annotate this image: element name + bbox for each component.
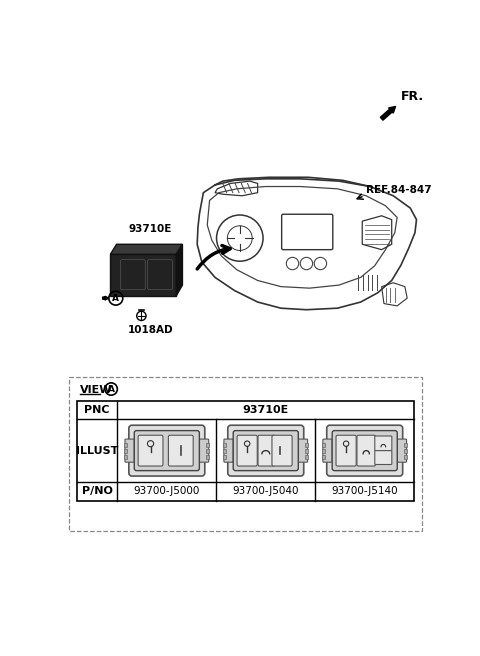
FancyBboxPatch shape bbox=[233, 430, 298, 470]
FancyBboxPatch shape bbox=[323, 439, 332, 462]
Text: A: A bbox=[108, 384, 115, 394]
Text: FR.: FR. bbox=[401, 89, 424, 102]
FancyBboxPatch shape bbox=[357, 435, 375, 466]
FancyArrow shape bbox=[103, 297, 109, 300]
Bar bbox=[223, 455, 226, 459]
Text: 93700-J5040: 93700-J5040 bbox=[232, 487, 299, 497]
FancyBboxPatch shape bbox=[224, 439, 233, 462]
FancyBboxPatch shape bbox=[397, 439, 407, 462]
FancyBboxPatch shape bbox=[336, 435, 356, 466]
Text: 93710E: 93710E bbox=[128, 224, 171, 234]
Bar bbox=[322, 443, 325, 447]
Text: A: A bbox=[112, 294, 120, 302]
FancyBboxPatch shape bbox=[327, 425, 403, 476]
Bar bbox=[223, 443, 226, 447]
Bar bbox=[206, 455, 209, 459]
Text: 93710E: 93710E bbox=[242, 405, 289, 415]
Text: P/NO: P/NO bbox=[82, 487, 113, 497]
Bar bbox=[404, 443, 408, 447]
Bar bbox=[305, 455, 308, 459]
FancyBboxPatch shape bbox=[199, 439, 209, 462]
Text: VIEW: VIEW bbox=[80, 385, 113, 395]
FancyBboxPatch shape bbox=[125, 439, 134, 462]
Bar bbox=[404, 455, 408, 459]
FancyBboxPatch shape bbox=[168, 435, 193, 466]
Bar bbox=[322, 449, 325, 453]
Bar bbox=[124, 443, 127, 447]
FancyBboxPatch shape bbox=[138, 435, 163, 466]
FancyBboxPatch shape bbox=[258, 435, 275, 466]
Bar bbox=[124, 449, 127, 453]
FancyBboxPatch shape bbox=[272, 435, 292, 466]
FancyArrow shape bbox=[380, 106, 396, 120]
Polygon shape bbox=[176, 244, 182, 296]
Polygon shape bbox=[110, 255, 176, 296]
Bar bbox=[124, 455, 127, 459]
Polygon shape bbox=[110, 244, 182, 255]
FancyBboxPatch shape bbox=[375, 436, 392, 451]
Text: 93700-J5140: 93700-J5140 bbox=[331, 487, 398, 497]
FancyBboxPatch shape bbox=[134, 430, 199, 470]
Bar bbox=[404, 449, 408, 453]
Bar bbox=[206, 443, 209, 447]
Text: 93700-J5000: 93700-J5000 bbox=[133, 487, 200, 497]
Bar bbox=[206, 449, 209, 453]
FancyBboxPatch shape bbox=[332, 430, 397, 470]
FancyBboxPatch shape bbox=[129, 425, 205, 476]
Bar bbox=[322, 455, 325, 459]
Bar bbox=[69, 377, 422, 531]
Text: ILLUST: ILLUST bbox=[76, 445, 119, 456]
FancyBboxPatch shape bbox=[237, 435, 257, 466]
Bar bbox=[223, 449, 226, 453]
Text: PNC: PNC bbox=[84, 405, 110, 415]
Text: REF.84-847: REF.84-847 bbox=[366, 186, 432, 195]
Bar bbox=[77, 401, 414, 501]
Bar bbox=[305, 443, 308, 447]
FancyBboxPatch shape bbox=[228, 425, 304, 476]
FancyBboxPatch shape bbox=[298, 439, 308, 462]
FancyBboxPatch shape bbox=[375, 451, 392, 464]
Text: 1018AD: 1018AD bbox=[128, 325, 174, 335]
Bar bbox=[305, 449, 308, 453]
